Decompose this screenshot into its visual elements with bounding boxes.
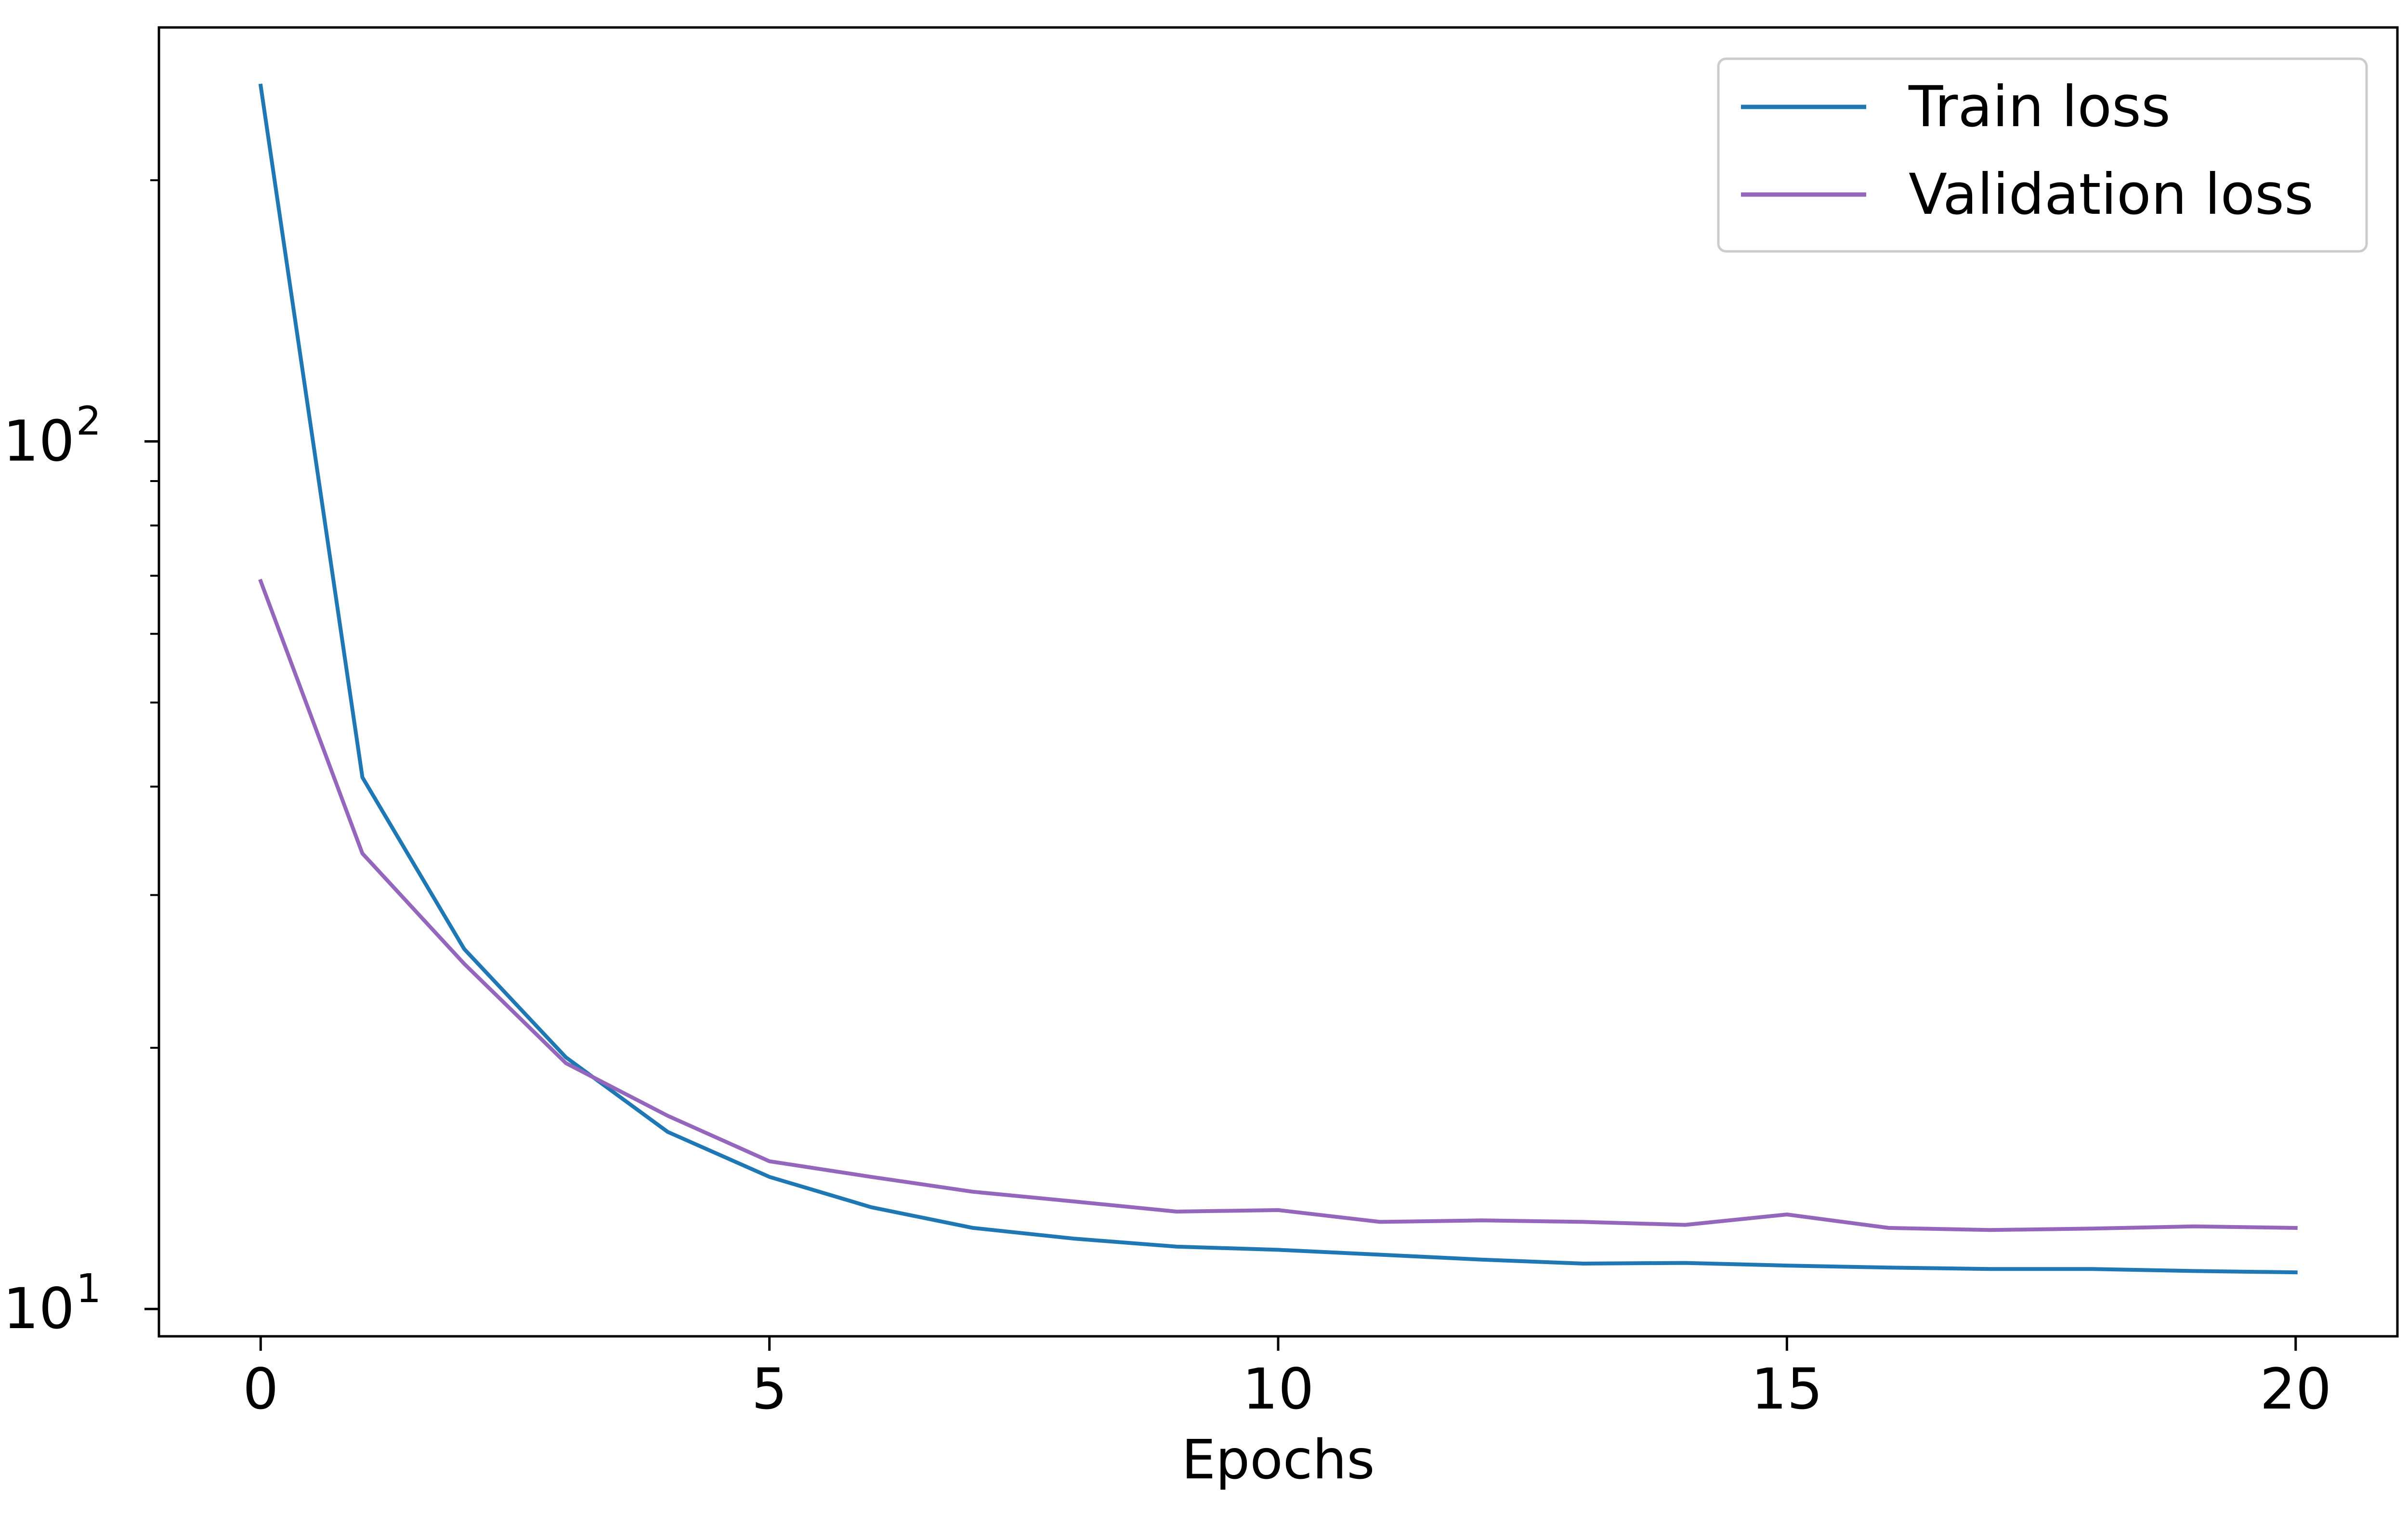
x-tick-label: 0 <box>243 1356 278 1422</box>
x-tick-label: 10 <box>1243 1356 1314 1422</box>
y-tick-label-exponent: 2 <box>76 399 101 444</box>
series-lines <box>258 83 2298 1275</box>
x-axis-ticks: 0 5 10 15 20 <box>243 1336 2331 1422</box>
legend-label-train-loss: Train loss <box>1908 74 2171 140</box>
series-line-validation-loss <box>258 578 2298 1232</box>
x-tick-label: 20 <box>2260 1356 2331 1422</box>
legend: Train loss Validation loss <box>1717 57 2368 253</box>
legend-label-validation-loss: Validation loss <box>1909 161 2314 227</box>
x-tick-label: 15 <box>1751 1356 1823 1422</box>
y-tick-label: 10 <box>3 408 75 474</box>
y-tick-label-exponent: 1 <box>76 1266 101 1312</box>
x-tick-label: 5 <box>751 1356 787 1422</box>
y-tick-label: 10 <box>3 1276 75 1342</box>
legend-box <box>1717 57 2368 253</box>
x-axis-label: Epochs <box>1181 1429 1374 1491</box>
